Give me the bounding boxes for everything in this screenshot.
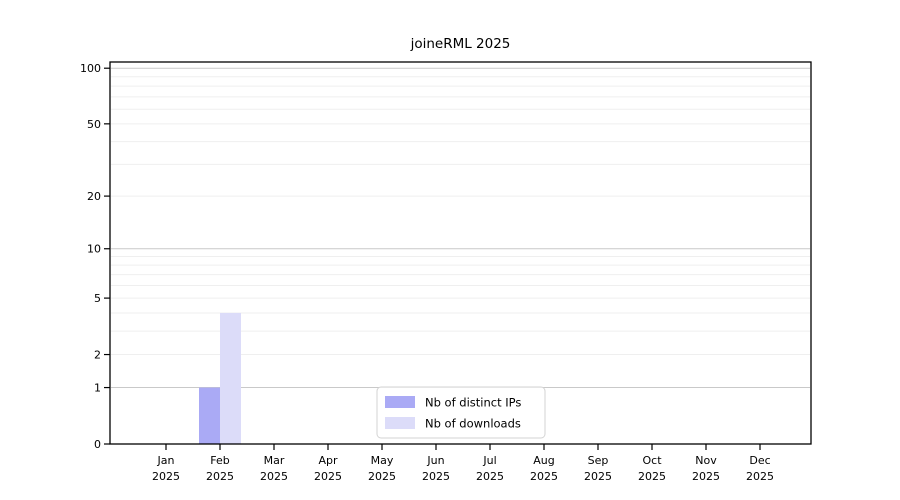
x-tick-label-year: 2025 — [260, 470, 288, 483]
x-tick-label-month: Jan — [157, 454, 175, 467]
legend-swatch — [385, 417, 415, 429]
x-tick-label-year: 2025 — [206, 470, 234, 483]
x-tick-label-month: Sep — [588, 454, 609, 467]
y-tick-label: 20 — [87, 190, 101, 203]
plot-border — [109, 61, 812, 445]
x-tick-label-month: Oct — [642, 454, 662, 467]
x-tick-label-year: 2025 — [476, 470, 504, 483]
x-tick-label-month: Mar — [264, 454, 285, 467]
x-tick-label-year: 2025 — [368, 470, 396, 483]
y-tick-label: 0 — [94, 438, 101, 451]
y-tick-label: 1 — [94, 382, 101, 395]
legend-label: Nb of downloads — [425, 417, 521, 431]
x-tick-label-month: Apr — [318, 454, 338, 467]
y-tick-label: 10 — [87, 243, 101, 256]
y-tick-label: 100 — [80, 62, 101, 75]
x-tick-label-month: Feb — [210, 454, 229, 467]
x-tick-label-year: 2025 — [638, 470, 666, 483]
bar-feb-series0 — [199, 387, 220, 444]
bar-feb-series1 — [220, 312, 241, 444]
x-tick-label-month: Jun — [426, 454, 444, 467]
x-tick-label-year: 2025 — [584, 470, 612, 483]
x-tick-label-year: 2025 — [152, 470, 180, 483]
y-tick-label: 2 — [94, 349, 101, 362]
x-tick-label-month: Aug — [533, 454, 554, 467]
x-tick-label-year: 2025 — [314, 470, 342, 483]
x-tick-label-year: 2025 — [746, 470, 774, 483]
x-tick-label-month: Dec — [749, 454, 770, 467]
x-tick-label-year: 2025 — [530, 470, 558, 483]
legend-label: Nb of distinct IPs — [425, 396, 521, 410]
x-tick-label-month: Jul — [482, 454, 496, 467]
legend-box — [376, 386, 546, 439]
y-tick-label: 5 — [94, 292, 101, 305]
y-tick-label: 50 — [87, 118, 101, 131]
x-tick-label-year: 2025 — [422, 470, 450, 483]
chart-title: joineRML 2025 — [410, 36, 511, 52]
legend-swatch — [385, 396, 415, 408]
x-tick-label-year: 2025 — [692, 470, 720, 483]
x-tick-label-month: May — [371, 454, 394, 467]
x-tick-label-month: Nov — [695, 454, 717, 467]
